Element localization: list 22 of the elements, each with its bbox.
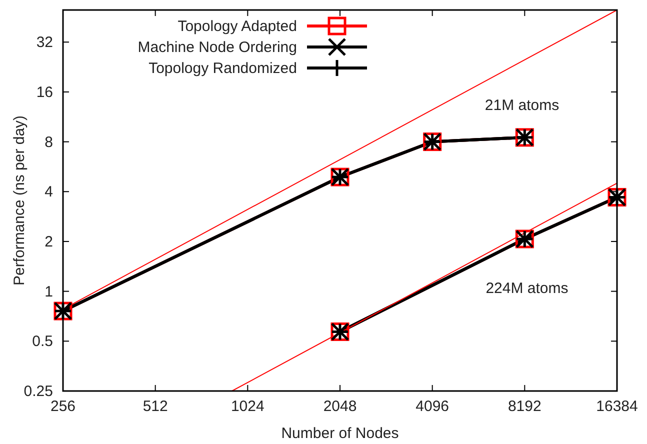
legend-label: Topology Randomized	[148, 60, 297, 77]
y-tick-label: 16	[36, 84, 53, 101]
legend-label: Topology Adapted	[178, 18, 297, 35]
y-tick-label: 1	[44, 283, 53, 300]
y-tick-label: 4	[44, 184, 53, 201]
legend-label: Machine Node Ordering	[138, 39, 297, 56]
y-tick-label: 2	[44, 233, 53, 250]
annotation: 224M atoms	[486, 280, 568, 297]
x-tick-label: 8192	[508, 398, 542, 415]
annotation: 21M atoms	[484, 97, 560, 114]
x-tick-label: 256	[50, 398, 76, 415]
y-tick-label: 0.5	[32, 333, 53, 350]
y-tick-label: 8	[44, 134, 53, 151]
x-tick-label: 16384	[596, 398, 638, 415]
x-tick-label: 2048	[323, 398, 357, 415]
y-axis-title: Performance (ns per day)	[11, 115, 28, 286]
y-tick-label: 32	[36, 34, 53, 52]
x-tick-label: 1024	[230, 398, 264, 415]
x-tick-label: 512	[142, 398, 168, 415]
x-tick-label: 4096	[416, 398, 450, 415]
y-tick-label: 0.25	[24, 383, 53, 400]
x-axis-title: Number of Nodes	[281, 425, 399, 442]
